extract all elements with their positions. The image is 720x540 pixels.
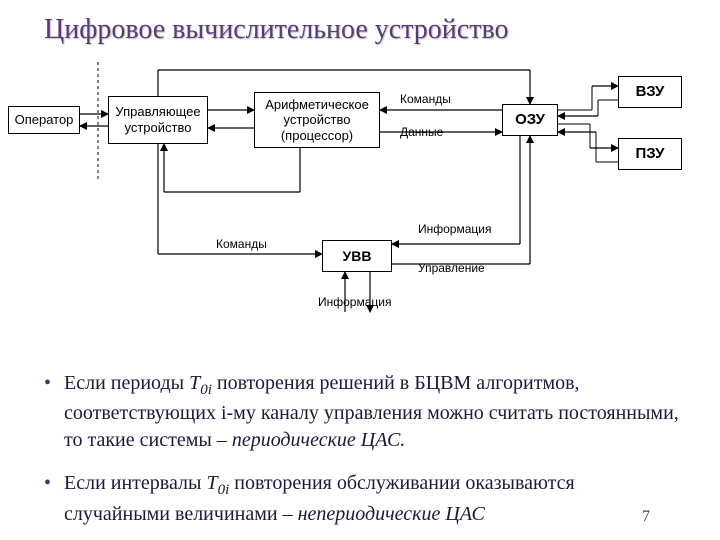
- slide: Цифровое вычислительное устройство ⎓ Опе…: [0, 0, 720, 540]
- bullet-text: Если периоды: [64, 372, 189, 394]
- var-sub: 0i: [218, 482, 230, 498]
- diagram-container: Оператор Управляющее устройство Арифмети…: [0, 62, 720, 362]
- edge-label: Управление: [418, 261, 485, 275]
- edge-label: Информация: [418, 222, 491, 236]
- bullet-item: Если интервалы T0i повторения обслуживан…: [40, 470, 680, 527]
- page-title: Цифровое вычислительное устройство: [44, 14, 508, 46]
- edge-label: Команды: [216, 237, 267, 251]
- bullet-var: T0i: [206, 472, 229, 494]
- edge-label: Команды: [400, 92, 451, 106]
- bullet-ital: периодические ЦАС.: [232, 429, 406, 451]
- var-sub: 0i: [200, 382, 212, 398]
- var-letter: T: [189, 372, 200, 394]
- bullet-item: Если периоды T0i повторения решений в БЦ…: [40, 370, 680, 454]
- bullet-ital: непериодические ЦАС: [298, 503, 485, 525]
- var-letter: T: [206, 472, 217, 494]
- edge-label: Данные: [400, 125, 443, 139]
- bullet-text: Если интервалы: [64, 472, 206, 494]
- bullet-list: Если периоды T0i повторения решений в БЦ…: [40, 370, 680, 540]
- bullet-var: T0i: [189, 372, 212, 394]
- diagram-connectors: [0, 62, 720, 362]
- page-number: 7: [642, 508, 650, 526]
- edge-label: Информация: [318, 295, 391, 309]
